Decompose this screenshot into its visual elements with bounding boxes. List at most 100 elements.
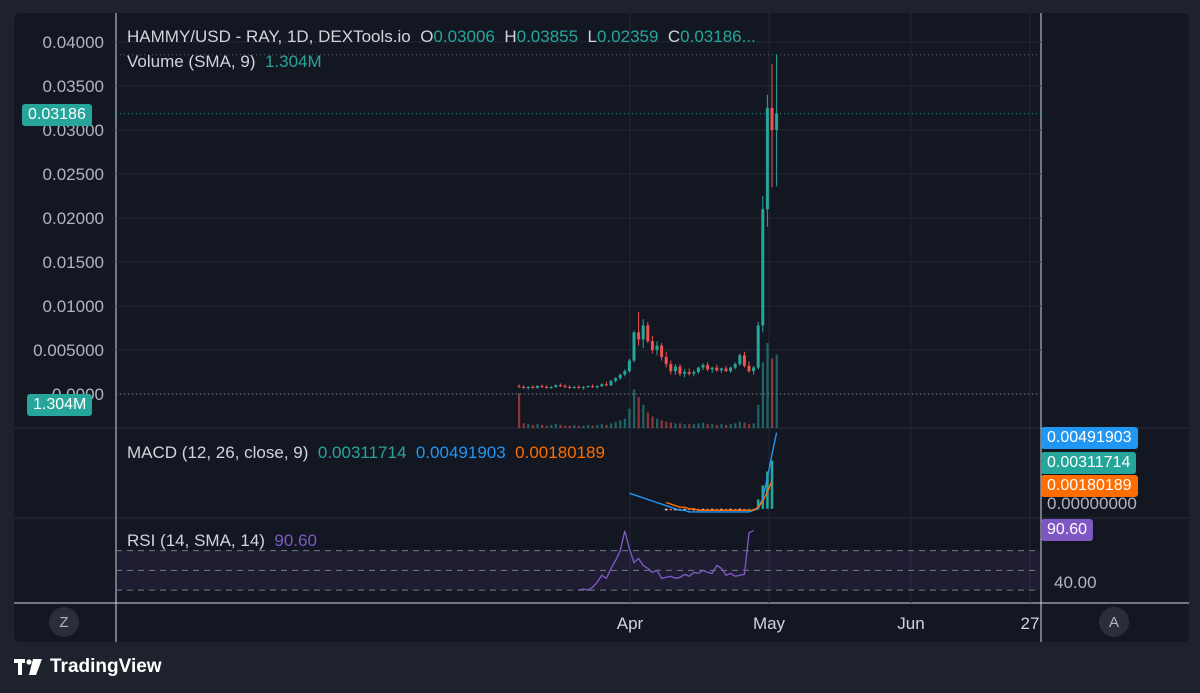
volume-bar — [568, 425, 571, 428]
volume-bar — [706, 424, 709, 428]
volume-bar — [605, 424, 608, 428]
auto-scale-a-button[interactable]: A — [1099, 607, 1129, 637]
candle-body — [687, 372, 691, 374]
volume-bar — [734, 423, 737, 428]
volume-bar — [752, 423, 755, 428]
candle-body — [646, 325, 650, 342]
candle-body — [586, 386, 590, 388]
candle-body — [701, 364, 705, 368]
macd-tag-blue: 0.00491903 — [1041, 427, 1138, 449]
candle-body — [581, 386, 585, 388]
macd-histogram-bar — [710, 508, 714, 511]
ohlc-close-label: C — [667, 27, 681, 46]
volume-bar — [715, 424, 718, 428]
macd-value-2: 0.00491903 — [415, 443, 506, 462]
price-axis-label: 0.04000 — [43, 33, 104, 52]
symbol-title: HAMMY/USD - RAY, 1D, DEXTools.io — [127, 27, 411, 46]
macd-histogram-bar — [747, 508, 751, 510]
volume-bar — [591, 425, 594, 428]
volume-bar — [573, 424, 576, 428]
candle-body — [660, 345, 664, 358]
candle-body — [614, 378, 618, 381]
macd-histogram-bar — [720, 508, 723, 511]
macd-signal-line — [665, 480, 773, 511]
macd-legend-label: MACD (12, 26, close, 9) — [127, 443, 309, 462]
volume-bar — [637, 397, 640, 428]
macd-histogram-bar — [669, 508, 673, 511]
macd-tag-orange: 0.00180189 — [1041, 475, 1138, 497]
rsi-line — [578, 529, 754, 591]
ohlc-open-value: 0.03006 — [433, 27, 495, 46]
volume-bar — [688, 424, 691, 428]
volume-bar — [725, 424, 728, 428]
price-axis-label: 0.005000 — [33, 341, 104, 360]
candle-body — [765, 108, 769, 210]
candle-body — [522, 386, 526, 388]
candle-body — [600, 384, 604, 387]
candle-body — [742, 355, 746, 366]
macd-histogram-bar — [724, 508, 728, 511]
candle-body — [738, 355, 742, 365]
candle-body — [683, 372, 687, 374]
candle-body — [729, 367, 733, 372]
candle-body — [637, 332, 641, 340]
volume-bar — [692, 424, 695, 428]
volume-bar — [651, 416, 654, 428]
volume-bar — [771, 358, 774, 428]
ohlc-low-label: L — [587, 27, 597, 46]
volume-bar — [761, 362, 764, 428]
volume-bar — [559, 424, 562, 428]
macd-histogram-bar — [706, 508, 709, 511]
candle-body — [526, 386, 530, 388]
macd-axis-zero: 0.00000000 — [1047, 494, 1137, 513]
candle-body — [577, 386, 581, 388]
candle-body — [673, 366, 677, 372]
volume-bar — [582, 425, 585, 428]
volume-bar — [633, 389, 636, 428]
last-price-tag: 0.03186 — [22, 104, 92, 126]
ohlc-close-value: 0.03186... — [680, 27, 756, 46]
volume-bar — [518, 393, 521, 428]
symbol-legend: HAMMY/USD - RAY, 1D, DEXTools.io O0.0300… — [127, 27, 756, 47]
volume-bar — [541, 424, 544, 428]
macd-histogram-bar — [678, 508, 682, 511]
volume-legend: Volume (SMA, 9) 1.304M — [127, 52, 322, 72]
volume-bar — [729, 424, 732, 428]
price-axis-label: 0.01500 — [43, 253, 104, 272]
candle-body — [568, 386, 572, 388]
volume-bar — [697, 423, 700, 428]
time-axis-label: Jun — [897, 614, 924, 633]
volume-bar — [679, 423, 682, 428]
volume-bar — [596, 424, 599, 428]
volume-bar — [757, 404, 760, 428]
volume-bar — [656, 418, 659, 428]
price-axis-label: 0.01000 — [43, 297, 104, 316]
tradingview-logo[interactable]: TradingView — [14, 656, 162, 678]
candle-body — [747, 365, 751, 372]
auto-scale-z-button[interactable]: Z — [49, 607, 79, 637]
macd-legend: MACD (12, 26, close, 9) 0.00311714 0.004… — [127, 443, 605, 463]
candle-body — [733, 364, 737, 368]
candle-body — [650, 341, 654, 350]
rsi-axis-40: 40.00 — [1054, 573, 1097, 592]
macd-value-1: 0.00311714 — [317, 443, 407, 462]
candle-body — [692, 372, 696, 374]
volume-bar — [527, 424, 530, 428]
volume-bar — [577, 425, 580, 428]
volume-bar — [743, 422, 746, 428]
volume-bar — [536, 424, 539, 428]
volume-bar — [702, 422, 705, 428]
volume-bar — [545, 425, 548, 428]
candle-body — [775, 113, 779, 130]
candle-body — [558, 385, 562, 387]
candle-body — [761, 209, 765, 326]
volume-legend-label: Volume (SMA, 9) — [127, 52, 256, 71]
chart-frame: Apr May Jun 27 0.04000 0.03500 0.03000 0.02500 0… — [14, 13, 1189, 642]
volume-bar — [610, 423, 613, 428]
macd-histogram-bar — [743, 508, 746, 511]
volume-bar — [665, 421, 668, 428]
volume-bar — [646, 412, 649, 428]
macd-histogram-bar — [683, 508, 686, 511]
volume-bar — [614, 421, 617, 428]
candle-body — [572, 386, 576, 388]
